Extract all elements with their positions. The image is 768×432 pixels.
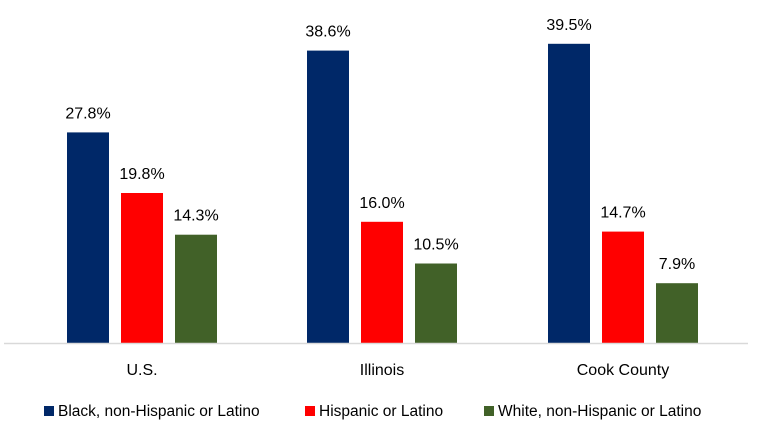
category-label: U.S. (126, 362, 157, 379)
legend-label: Hispanic or Latino (319, 403, 443, 420)
legend: Black, non-Hispanic or Latino Hispanic or… (44, 403, 701, 420)
bar-u-s--series-2 (121, 193, 163, 343)
bar-u-s--series-3 (175, 234, 217, 343)
bar-cook-county-series-1 (548, 43, 590, 344)
bar-illinois-series-2 (361, 221, 403, 343)
data-label: 7.9% (659, 256, 695, 273)
data-label: 14.3% (173, 208, 218, 225)
legend-label: White, non-Hispanic or Latino (498, 403, 701, 420)
value-labels-layer: 27.8% 19.8% 14.3% 38.6% 16.0% 10.5% 39.5% 14.7%… (65, 17, 695, 273)
data-label: 39.5% (546, 17, 591, 34)
category-labels-layer: U.S. Illinois Cook County (126, 362, 669, 379)
data-label: 27.8% (65, 105, 110, 122)
bar-cook-county-series-3 (656, 283, 698, 343)
legend-swatch (305, 406, 315, 416)
legend-swatch (484, 406, 494, 416)
data-label: 38.6% (305, 24, 350, 41)
bars-layer (67, 43, 698, 344)
bar-cook-county-series-2 (602, 231, 644, 343)
data-label: 14.7% (600, 205, 645, 222)
bar-illinois-series-3 (415, 263, 457, 343)
legend-swatch (44, 406, 54, 416)
bar-u-s--series-1 (67, 132, 109, 343)
bar-illinois-series-1 (307, 50, 349, 343)
legend-label: Black, non-Hispanic or Latino (58, 403, 260, 420)
category-label: Illinois (360, 362, 404, 379)
data-label: 16.0% (359, 195, 404, 212)
data-label: 19.8% (119, 166, 164, 183)
category-label: Cook County (577, 362, 670, 379)
data-label: 10.5% (413, 237, 458, 254)
